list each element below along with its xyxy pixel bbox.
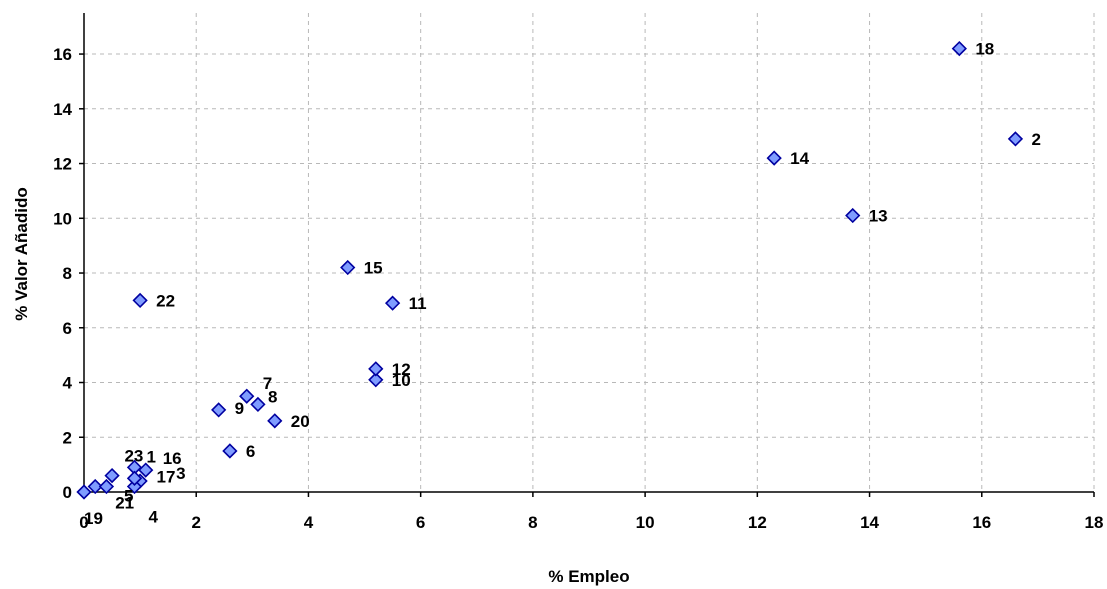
x-tick-label: 6 xyxy=(416,513,425,532)
point-label-19: 19 xyxy=(84,509,103,528)
data-point-13 xyxy=(845,207,861,224)
data-point-5 xyxy=(104,467,120,484)
data-point-12 xyxy=(368,361,384,377)
y-tick-label: 0 xyxy=(63,483,72,502)
point-label-3: 3 xyxy=(176,464,185,483)
y-tick-label: 8 xyxy=(63,264,72,283)
y-axis-title: % Valor Añadido xyxy=(12,187,31,321)
point-label-7: 7 xyxy=(263,374,272,393)
data-point-20 xyxy=(267,413,283,429)
point-label-14: 14 xyxy=(790,149,809,168)
point-label-12: 12 xyxy=(392,360,411,379)
data-point-2 xyxy=(1007,131,1024,147)
data-point-10 xyxy=(368,372,384,388)
data-point-8 xyxy=(250,396,266,413)
data-point-11 xyxy=(384,295,401,311)
point-label-18: 18 xyxy=(975,40,994,59)
x-tick-label: 16 xyxy=(972,513,991,532)
point-label-20: 20 xyxy=(291,412,310,431)
data-point-23 xyxy=(98,478,115,495)
data-point-14 xyxy=(766,150,782,166)
x-tick-label: 10 xyxy=(636,513,655,532)
x-tick-label: 2 xyxy=(191,513,200,532)
point-label-16: 16 xyxy=(163,449,182,468)
data-point-15 xyxy=(340,259,356,276)
x-tick-label: 14 xyxy=(860,513,879,532)
y-tick-label: 14 xyxy=(53,100,72,119)
data-point-21 xyxy=(87,478,103,495)
x-tick-label: 12 xyxy=(748,513,767,532)
point-label-15: 15 xyxy=(364,259,383,278)
axes xyxy=(79,13,1095,497)
data-point-4 xyxy=(126,478,143,495)
point-label-2: 2 xyxy=(1031,130,1040,149)
point-label-21: 21 xyxy=(115,494,134,513)
point-label-22: 22 xyxy=(156,291,175,310)
point-label-6: 6 xyxy=(246,442,255,461)
y-tick-label: 2 xyxy=(63,428,72,447)
y-tick-label: 6 xyxy=(63,319,72,338)
y-tick-label: 16 xyxy=(53,45,72,64)
y-tick-label: 12 xyxy=(53,155,72,174)
data-point-9 xyxy=(211,402,227,418)
point-label-13: 13 xyxy=(869,207,888,226)
data-point-22 xyxy=(132,292,148,309)
data-point-16 xyxy=(138,462,154,478)
point-label-23: 23 xyxy=(124,447,143,466)
point-label-5: 5 xyxy=(124,487,133,506)
point-label-17: 17 xyxy=(157,467,176,486)
y-tick-label: 10 xyxy=(53,209,72,228)
data-point-18 xyxy=(951,40,967,57)
x-tick-label: 8 xyxy=(528,513,537,532)
point-label-4: 4 xyxy=(149,508,159,527)
grid-lines xyxy=(84,13,1095,492)
x-tick-label: 0 xyxy=(79,513,88,532)
data-points xyxy=(76,40,1024,500)
point-label-9: 9 xyxy=(235,399,244,418)
x-axis-title: % Empleo xyxy=(548,567,629,586)
x-tick-label: 18 xyxy=(1085,513,1104,532)
data-point-19 xyxy=(76,484,92,500)
point-label-8: 8 xyxy=(268,387,277,406)
point-label-10: 10 xyxy=(392,371,411,390)
data-point-6 xyxy=(222,443,238,459)
data-point-17 xyxy=(126,470,143,486)
y-tick-label: 4 xyxy=(63,374,73,393)
point-label-11: 11 xyxy=(409,294,427,313)
data-point-7 xyxy=(239,388,255,404)
x-tick-label: 4 xyxy=(304,513,314,532)
point-label-1: 1 xyxy=(147,447,156,466)
